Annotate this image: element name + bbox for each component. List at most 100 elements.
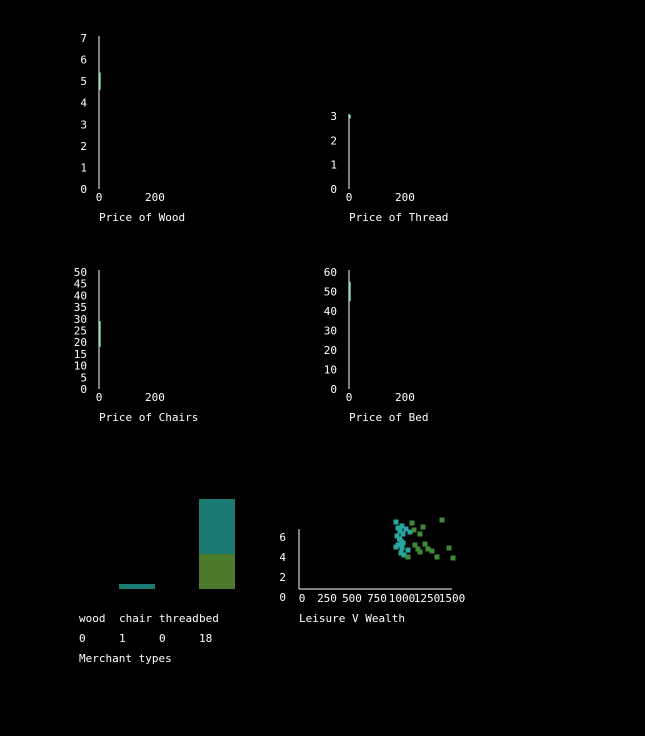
scatter-point [417,549,423,555]
value-label: 0 [79,632,86,645]
y-tick-label: 2 [279,571,286,584]
scatter-point [450,555,456,561]
bar-bed [199,554,235,589]
scatter-point [397,528,403,534]
x-axis-label: Merchant types [79,652,172,665]
y-tick-label: 15 [74,348,87,361]
x-tick-label: 250 [317,592,337,605]
scatter-point [395,525,401,531]
scatter-point [429,548,435,554]
scatter-point [409,520,415,526]
scatter-point [394,533,400,539]
y-tick-label: 0 [279,591,286,604]
scatter-point [422,541,428,547]
x-tick-label: 1500 [439,592,466,605]
x-axis-label: Leisure V Wealth [299,612,405,625]
scatter-point [399,523,405,529]
y-tick-label: 50 [324,286,337,299]
x-axis-label: Price of Bed [349,411,428,424]
chart-thread: 0 1 2 3 0 200 Price of Thread [330,110,448,224]
scatter-point [401,552,407,558]
scatter-point [439,517,445,523]
y-tick-label: 10 [74,360,87,373]
x-tick-label: 500 [342,592,362,605]
y-tick-label: 50 [74,266,87,279]
x-tick-label: 0 [96,191,103,204]
y-tick-label: 30 [74,313,87,326]
y-tick-label: 3 [80,118,87,131]
y-tick-label: 5 [80,371,87,384]
scatter-point [400,531,406,537]
x-axis-label: Price of Chairs [99,411,198,424]
y-tick-label: 40 [324,305,337,318]
scatter-point [407,529,413,535]
y-tick-label: 0 [330,183,337,196]
x-tick-label: 0 [299,592,306,605]
scatter-point [399,545,405,551]
y-tick-label: 20 [74,336,87,349]
y-tick-label: 5 [80,75,87,88]
y-tick-label: 6 [279,531,286,544]
value-label: 1 [119,632,126,645]
scatter-point [405,554,411,560]
scatter-point [405,547,411,553]
x-tick-label: 0 [346,191,353,204]
x-tick-label: 200 [145,191,165,204]
bar-bed [199,499,235,554]
y-tick-label: 3 [330,110,337,123]
scatter-point [417,531,423,537]
category-label: thread [159,612,199,625]
y-tick-label: 1 [80,161,87,174]
scatter-point [412,542,418,548]
y-tick-label: 2 [330,134,337,147]
y-tick-label: 20 [324,344,337,357]
scatter-point [403,526,409,532]
y-tick-label: 10 [324,364,337,377]
y-tick-label: 0 [80,183,87,196]
scatter-point [411,527,417,533]
chart-wood: 0 1 2 3 4 5 6 7 0 200 Price of Wood [80,32,185,224]
x-axis-label: Price of Thread [349,211,448,224]
y-tick-label: 40 [74,289,87,302]
scatter-point [446,545,452,551]
y-tick-label: 25 [74,325,87,338]
y-tick-label: 6 [80,54,87,67]
x-tick-label: 0 [346,391,353,404]
y-tick-label: 0 [80,383,87,396]
x-tick-label: 0 [96,391,103,404]
category-label: bed [199,612,219,625]
y-tick-label: 45 [74,278,87,291]
y-tick-label: 7 [80,32,87,45]
y-tick-label: 4 [279,551,286,564]
y-tick-label: 35 [74,301,87,314]
x-tick-label: 1250 [414,592,441,605]
chart-merchants: wood 0 chair 1 thread 0 bed 18 Merchant types [79,499,235,665]
x-tick-label: 1000 [389,592,416,605]
chart-bed: 0 10 20 30 40 50 60 0 200 Price of Bed [324,266,429,424]
x-axis-label: Price of Wood [99,211,185,224]
scatter-point [400,540,406,546]
x-tick-label: 200 [395,391,415,404]
scatter-point [393,519,399,525]
scatter-point [393,544,399,550]
y-tick-label: 4 [80,97,87,110]
y-tick-label: 0 [330,383,337,396]
y-tick-label: 2 [80,140,87,153]
y-tick-label: 1 [330,159,337,172]
scatter-point [415,546,421,552]
scatter-point [434,554,440,560]
y-tick-label: 60 [324,266,337,279]
bar-chair [119,584,155,589]
value-label: 18 [199,632,212,645]
value-label: 0 [159,632,166,645]
scatter-point [420,524,426,530]
scatter-point [398,550,404,556]
y-tick-label: 30 [324,325,337,338]
scatter-point [425,546,431,552]
x-tick-label: 750 [367,592,387,605]
category-label: wood [79,612,106,625]
x-tick-label: 200 [145,391,165,404]
